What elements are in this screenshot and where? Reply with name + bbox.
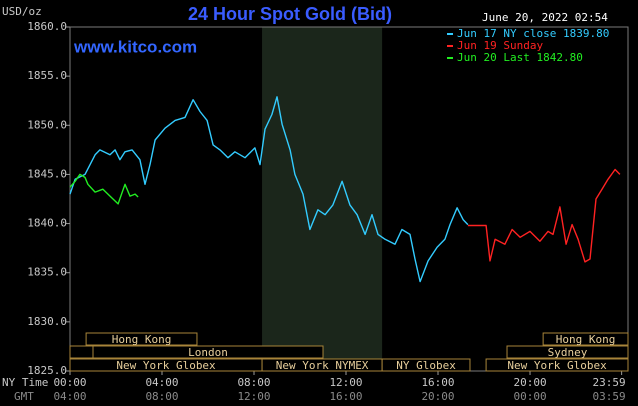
legend-label: Jun 19 Sunday xyxy=(457,39,543,52)
subtitle: www.kitco.com xyxy=(73,37,197,56)
price-line xyxy=(467,168,621,263)
y-tick-label: 1850.0 xyxy=(27,118,67,131)
x-tick-label: 00:00 xyxy=(53,376,86,389)
x-tick-label: 23:59 xyxy=(593,376,626,389)
x2-tick-label: 20:00 xyxy=(421,390,454,403)
x-axis-label: NY Time xyxy=(2,376,48,389)
y-axis-label: USD/oz xyxy=(2,5,42,18)
x2-axis-label: GMT xyxy=(14,390,34,403)
timestamp: June 20, 2022 02:54 xyxy=(482,11,608,24)
legend-label: Jun 20 Last 1842.80 xyxy=(457,51,583,64)
session-box xyxy=(506,345,629,359)
y-tick-label: 1830.0 xyxy=(27,315,67,328)
y-tick-label: 1860.0 xyxy=(27,20,67,33)
y-tick-label: 1835.0 xyxy=(27,266,67,279)
session-label: London xyxy=(188,346,228,359)
session-label: New York NYMEX xyxy=(276,359,369,372)
session-box xyxy=(381,358,471,372)
x-tick-label: 16:00 xyxy=(421,376,454,389)
x2-tick-label: 00:00 xyxy=(513,390,546,403)
shaded-span xyxy=(262,27,383,371)
x2-tick-label: 04:00 xyxy=(53,390,86,403)
y-tick-label: 1825.0 xyxy=(27,364,67,377)
price-line xyxy=(69,96,469,283)
session-box xyxy=(542,332,629,346)
session-label: Hong Kong xyxy=(556,333,616,346)
x2-tick-label: 03:59 xyxy=(593,390,626,403)
session-box xyxy=(92,345,324,359)
legend-label: Jun 17 NY close 1839.80 xyxy=(457,27,609,40)
session-label: Sydney xyxy=(548,346,588,359)
chart-title: 24 Hour Spot Gold (Bid) xyxy=(188,4,392,24)
session-label: Hong Kong xyxy=(112,333,172,346)
x-tick-label: 08:00 xyxy=(237,376,270,389)
session-box xyxy=(85,332,198,346)
y-tick-label: 1840.0 xyxy=(27,217,67,230)
y-tick-label: 1845.0 xyxy=(27,167,67,180)
session-label: New York Globex xyxy=(507,359,607,372)
x-tick-label: 04:00 xyxy=(145,376,178,389)
price-line xyxy=(69,173,139,205)
session-label: NY Globex xyxy=(396,359,456,372)
session-box xyxy=(69,345,94,359)
session-box xyxy=(485,358,629,372)
y-tick-label: 1855.0 xyxy=(27,69,67,82)
x2-tick-label: 16:00 xyxy=(329,390,362,403)
session-label: New York Globex xyxy=(116,359,216,372)
x-tick-label: 20:00 xyxy=(513,376,546,389)
x2-tick-label: 08:00 xyxy=(145,390,178,403)
x2-tick-label: 12:00 xyxy=(237,390,270,403)
x-tick-label: 12:00 xyxy=(329,376,362,389)
